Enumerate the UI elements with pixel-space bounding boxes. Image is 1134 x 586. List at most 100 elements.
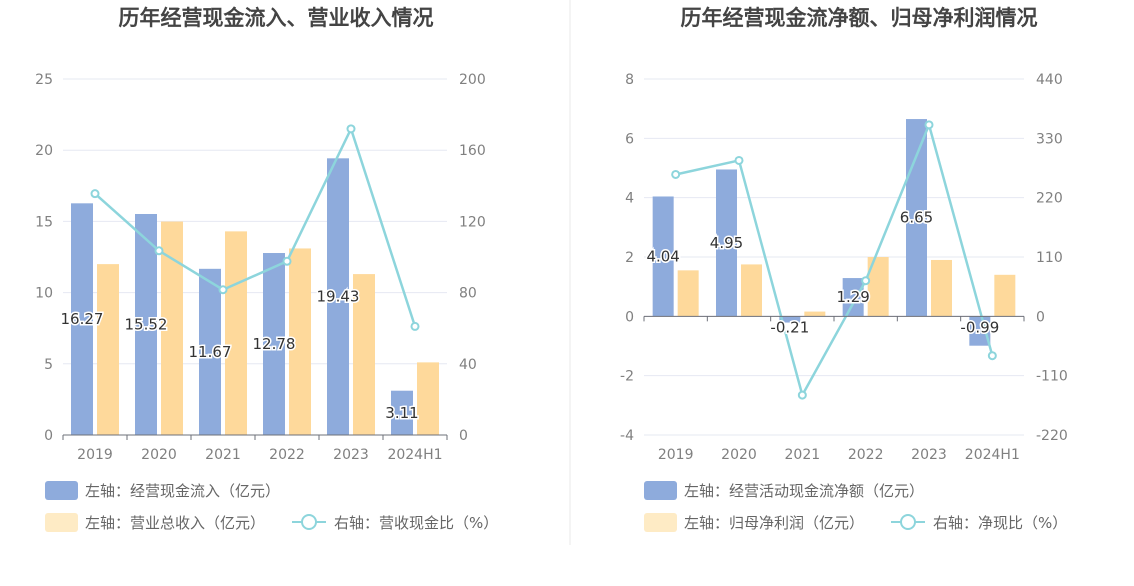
- bar-secondary[interactable]: [931, 259, 952, 317]
- bar-primary[interactable]: [71, 203, 93, 435]
- bar-primary[interactable]: [842, 278, 864, 317]
- ratio-point[interactable]: [154, 246, 164, 256]
- chart-net-cash-flow-net-profit: 历年经营现金流净额、归母净利润情况 4.04 4.95 -0.21 1.29 6.65 -…: [620, 6, 1068, 532]
- bar-secondary[interactable]: [677, 270, 699, 317]
- ratio-point[interactable]: [218, 285, 228, 295]
- right-axis-tick-label: 330: [1036, 131, 1063, 147]
- bar-primary[interactable]: [391, 390, 413, 435]
- ratio-point[interactable]: [797, 390, 807, 400]
- bar-value-label: 4.04: [646, 247, 679, 265]
- legend-swatch-net-profit[interactable]: [644, 513, 677, 532]
- bar-primary[interactable]: [199, 268, 221, 435]
- x-axis-category-label: 2019: [658, 447, 694, 463]
- left-axis-tick-label: 2: [625, 250, 634, 266]
- chart-title: 历年经营现金流净额、归母净利润情况: [681, 6, 1038, 30]
- bar-secondary[interactable]: [161, 221, 183, 435]
- bar-secondary[interactable]: [225, 231, 247, 435]
- x-axis-category-label: 2022: [848, 447, 884, 463]
- left-axis-tick-label: 8: [625, 72, 634, 88]
- left-axis-tick-label: 15: [35, 214, 53, 230]
- left-axis-tick-label: 5: [44, 357, 53, 373]
- bar-primary[interactable]: [327, 158, 349, 435]
- right-axis-tick-label: 120: [459, 214, 486, 230]
- bar-value-label: 3.11: [385, 404, 418, 422]
- ratio-point[interactable]: [987, 351, 997, 361]
- bar-value-label: 12.78: [253, 335, 296, 353]
- bar-secondary[interactable]: [994, 274, 1016, 317]
- ratio-line: [675, 120, 994, 399]
- legend-swatch-cash-ratio-marker[interactable]: [301, 514, 317, 530]
- bar-secondary[interactable]: [353, 274, 375, 435]
- bar-secondary[interactable]: [804, 311, 826, 317]
- ratio-point[interactable]: [671, 169, 681, 179]
- right-axis-tick-label: 440: [1036, 72, 1063, 88]
- right-axis-tick-label: 110: [1036, 250, 1063, 266]
- left-axis-tick-label: -2: [620, 369, 634, 385]
- x-axis-category-label: 2021: [205, 447, 241, 463]
- right-axis-tick-label: -110: [1036, 369, 1068, 385]
- legend-label-net-cash-ratio[interactable]: 右轴：净现比（%）: [933, 514, 1067, 532]
- bar-secondary[interactable]: [97, 264, 119, 435]
- ratio-point[interactable]: [410, 321, 420, 331]
- bar-secondary[interactable]: [867, 257, 889, 317]
- x-axis-category-label: 2022: [269, 447, 305, 463]
- bar-primary[interactable]: [969, 316, 991, 346]
- bar-primary[interactable]: [716, 169, 737, 317]
- bar-value-label: 6.65: [900, 209, 933, 227]
- bar-value-label: -0.21: [770, 318, 809, 336]
- ratio-point[interactable]: [924, 120, 934, 130]
- x-axis-category-label: 2020: [141, 447, 177, 463]
- bar-secondary[interactable]: [289, 248, 311, 435]
- right-axis-tick-label: 160: [459, 143, 486, 159]
- legend-label-cash-inflow[interactable]: 左轴：经营现金流入（亿元）: [85, 482, 280, 500]
- ratio-point[interactable]: [734, 155, 744, 165]
- legend-swatch-net-operating-cash[interactable]: [644, 481, 677, 500]
- bar-secondary[interactable]: [417, 362, 439, 435]
- bar-value-label: 1.29: [836, 288, 869, 306]
- legend-label-cash-ratio[interactable]: 右轴：营收现金比（%）: [334, 514, 498, 532]
- legend-label-net-profit[interactable]: 左轴：归母净利润（亿元）: [684, 514, 864, 532]
- chart-title: 历年经营现金流入、营业收入情况: [119, 6, 434, 30]
- left-axis-tick-label: 6: [625, 131, 634, 147]
- legend-label-net-operating-cash[interactable]: 左轴：经营活动现金流净额（亿元）: [684, 482, 924, 500]
- left-axis-tick-label: 4: [625, 191, 634, 207]
- bar-value-label: 15.52: [125, 315, 168, 333]
- bar-primary[interactable]: [652, 196, 674, 317]
- x-axis-category-label: 2023: [911, 447, 947, 463]
- legend-swatch-net-cash-ratio-marker[interactable]: [900, 514, 916, 530]
- ratio-point[interactable]: [346, 124, 356, 134]
- right-axis-tick-label: 0: [459, 428, 468, 444]
- right-axis-tick-label: 80: [459, 286, 477, 302]
- right-axis-tick-label: 220: [1036, 191, 1063, 207]
- ratio-point[interactable]: [90, 189, 100, 199]
- left-axis-tick-label: 25: [35, 72, 53, 88]
- legend-label-total-revenue[interactable]: 左轴：营业总收入（亿元）: [85, 514, 265, 532]
- left-axis-tick-label: 0: [625, 309, 634, 325]
- bar-secondary[interactable]: [741, 264, 762, 317]
- bar-value-label: 16.27: [61, 310, 104, 328]
- left-axis-tick-label: 0: [44, 428, 53, 444]
- right-axis-tick-label: 200: [459, 72, 486, 88]
- legend-swatch-cash-inflow[interactable]: [45, 481, 78, 500]
- ratio-line: [94, 125, 417, 327]
- x-axis-category-label: 2023: [333, 447, 369, 463]
- bar-primary[interactable]: [779, 316, 801, 323]
- ratio-point[interactable]: [282, 256, 292, 266]
- bar-value-label: 19.43: [317, 288, 360, 306]
- ratio-point[interactable]: [861, 276, 871, 286]
- right-axis-tick-label: -220: [1036, 428, 1068, 444]
- bar-value-label: 11.67: [189, 343, 232, 361]
- left-axis-tick-label: -4: [620, 428, 634, 444]
- x-axis-category-label: 2024H1: [387, 447, 442, 463]
- x-axis-category-label: 2024H1: [965, 447, 1020, 463]
- bar-value-label: 4.95: [710, 234, 743, 252]
- chart-cash-inflow-revenue: 历年经营现金流入、营业收入情况 16.27 15.52 11.67 12.78 19.4…: [35, 6, 498, 532]
- x-axis-category-label: 2021: [785, 447, 821, 463]
- legend-swatch-total-revenue[interactable]: [45, 513, 78, 532]
- x-axis-category-label: 2019: [77, 447, 113, 463]
- bar-primary[interactable]: [263, 253, 285, 435]
- bar-primary[interactable]: [135, 213, 157, 435]
- x-axis-category-label: 2020: [721, 447, 757, 463]
- left-axis-tick-label: 10: [35, 286, 53, 302]
